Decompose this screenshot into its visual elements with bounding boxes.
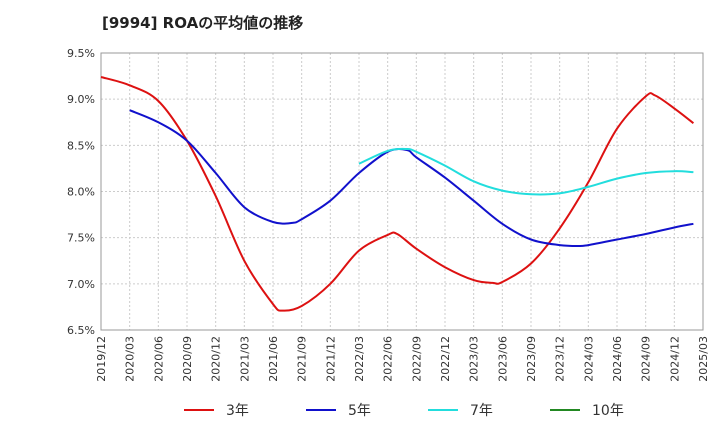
x-tick-label: 2020/09 [181, 336, 194, 382]
x-tick-label: 2023/09 [525, 336, 538, 382]
x-tick-label: 2022/06 [382, 336, 395, 382]
legend-label: 3年 [226, 403, 249, 419]
y-tick-label: 7.5% [67, 232, 95, 245]
x-tick-label: 2021/06 [267, 336, 280, 382]
y-tick-label: 8.5% [67, 139, 95, 152]
chart-title: [9994] ROAの平均値の推移 [102, 14, 304, 32]
y-tick-label: 6.5% [67, 324, 95, 337]
x-tick-label: 2021/12 [324, 336, 337, 382]
series-line-0 [100, 76, 695, 312]
x-tick-label: 2024/06 [611, 336, 624, 382]
x-tick-label: 2020/03 [124, 336, 137, 382]
x-tick-label: 2022/09 [410, 336, 423, 382]
x-tick-label: 2025/03 [697, 336, 710, 382]
x-tick-label: 2021/09 [296, 336, 309, 382]
legend-label: 10年 [592, 403, 624, 419]
x-tick-label: 2019/12 [95, 336, 108, 382]
series-line-2 [358, 147, 694, 196]
y-tick-label: 7.0% [67, 278, 95, 291]
x-tick-label: 2022/12 [439, 336, 452, 382]
y-tick-label: 8.0% [67, 186, 95, 199]
plot-frame [100, 52, 704, 331]
legend-label: 7年 [470, 403, 493, 419]
x-tick-label: 2020/12 [210, 336, 223, 382]
x-tick-label: 2024/09 [640, 336, 653, 382]
x-tick-label: 2021/03 [238, 336, 251, 382]
series-layer [100, 76, 695, 312]
x-tick-label: 2024/12 [668, 336, 681, 382]
grid-layer [100, 52, 704, 331]
x-tick-label: 2020/06 [152, 336, 165, 382]
series-line-1 [129, 109, 694, 248]
x-tick-label: 2022/03 [353, 336, 366, 382]
x-tick-label: 2024/03 [582, 336, 595, 382]
legend-label: 5年 [348, 403, 371, 419]
x-tick-label: 2023/03 [468, 336, 481, 382]
x-tick-label: 2023/06 [496, 336, 509, 382]
legend: 3年 5年 7年 10年 [184, 403, 624, 419]
axis-layer: 9.5% 9.0% 8.5% 8.0% 7.5% 7.0% 6.5%2019/12 2020/… [67, 47, 710, 382]
y-tick-label: 9.5% [67, 47, 95, 60]
y-tick-label: 9.0% [67, 93, 95, 106]
x-tick-label: 2023/12 [554, 336, 567, 382]
